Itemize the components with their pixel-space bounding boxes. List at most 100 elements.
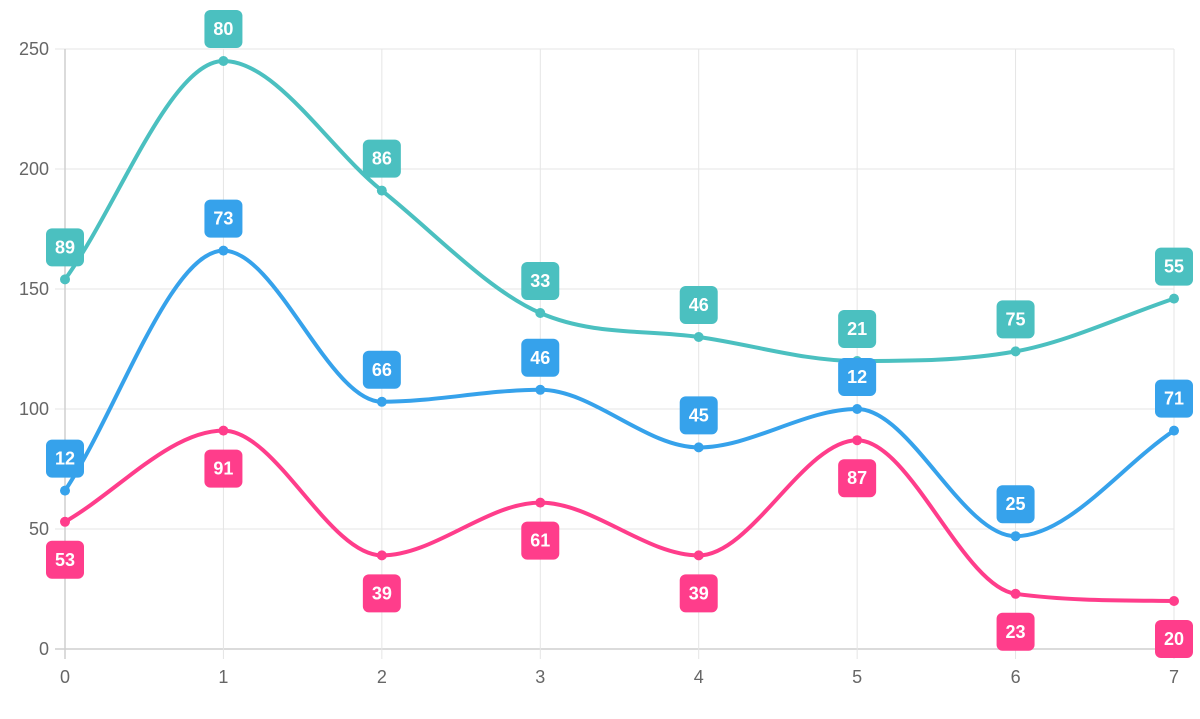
data-point-teal[interactable] [693,332,704,342]
y-tick-label: 50 [29,519,49,539]
data-label-pink: 87 [838,459,877,498]
data-label-box [362,139,401,178]
data-point-blue[interactable] [218,245,229,256]
data-label-box [362,574,401,613]
data-label-teal: 46 [679,286,718,324]
data-label-teal: 89 [46,228,84,267]
data-label-blue: 12 [46,439,84,478]
data-label-blue: 71 [1155,379,1193,418]
data-label-pink: 20 [1155,620,1193,658]
data-label-box [838,358,877,396]
data-label-blue: 46 [521,338,560,377]
data-label-box [1155,247,1193,286]
data-point-teal[interactable] [535,308,546,318]
data-label-text: 12 [55,449,75,469]
data-label-teal: 33 [521,262,560,300]
data-label-text: 86 [372,149,392,169]
data-label-text: 23 [1006,622,1026,642]
data-point-teal[interactable] [218,56,229,66]
data-point-blue[interactable] [852,404,863,414]
data-label-box [204,199,243,238]
data-label-teal: 21 [838,310,877,348]
data-label-text: 89 [55,237,75,257]
x-tick-label: 3 [535,667,545,687]
data-label-box [996,612,1035,651]
data-label-box [838,310,877,348]
data-point-pink[interactable] [852,435,863,446]
x-tick-label: 0 [60,667,70,687]
data-label-pink: 39 [362,574,401,613]
data-point-teal[interactable] [1010,346,1021,357]
x-tick-label: 6 [1011,667,1021,687]
data-label-pink: 23 [996,612,1035,651]
data-point-pink[interactable] [1169,596,1179,606]
data-label-text: 91 [213,459,233,479]
data-label-box [521,338,560,377]
data-label-box [204,449,243,488]
data-point-pink[interactable] [60,516,70,527]
data-label-text: 75 [1006,309,1026,329]
data-point-blue[interactable] [376,396,387,407]
data-label-box [362,350,401,389]
data-point-pink[interactable] [693,550,704,561]
y-tick-label: 0 [39,639,49,659]
data-label-text: 21 [847,319,867,339]
data-label-text: 61 [530,531,550,551]
data-label-text: 66 [372,360,392,380]
data-point-teal[interactable] [1169,293,1179,304]
data-label-text: 53 [55,550,75,570]
data-label-text: 71 [1164,389,1184,409]
data-label-teal: 86 [362,139,401,178]
data-point-blue[interactable] [535,384,546,395]
data-point-pink[interactable] [535,497,546,508]
data-point-teal[interactable] [376,185,387,196]
data-label-blue: 66 [362,350,401,389]
data-point-teal[interactable] [60,274,70,285]
y-tick-label: 100 [19,399,49,419]
data-label-blue: 73 [204,199,243,238]
data-label-text: 55 [1164,257,1184,277]
data-label-text: 39 [372,583,392,603]
data-label-text: 33 [530,271,550,291]
data-labels: 89 80 86 33 46 21 75 55 12 73 66 46 45 12 25 71 53 91 39 61… [46,10,1193,658]
data-label-text: 45 [689,405,709,425]
data-label-box [679,396,718,435]
data-label-text: 46 [689,295,709,315]
data-label-box [46,540,84,579]
data-label-pink: 91 [204,449,243,488]
y-tick-label: 200 [19,159,49,179]
x-tick-label: 2 [377,667,387,687]
data-point-pink[interactable] [376,550,387,561]
data-point-blue[interactable] [1169,425,1179,436]
data-label-box [204,10,243,48]
data-label-box [679,574,718,613]
data-label-text: 39 [689,583,709,603]
data-label-box [996,485,1035,524]
x-tick-label: 1 [218,667,228,687]
data-label-text: 46 [530,348,550,368]
data-label-pink: 61 [521,521,560,560]
data-label-box [679,286,718,324]
data-point-pink[interactable] [1010,588,1021,599]
data-label-box [46,228,84,267]
data-label-pink: 39 [679,574,718,613]
data-label-box [1155,379,1193,418]
data-point-blue[interactable] [60,485,70,496]
data-label-box [521,521,560,560]
y-tick-label: 250 [19,39,49,59]
x-tick-label: 4 [694,667,704,687]
data-label-text: 73 [213,209,233,229]
data-label-box [838,459,877,498]
data-point-blue[interactable] [693,442,704,453]
data-point-pink[interactable] [218,425,229,436]
data-label-text: 80 [213,19,233,39]
data-label-teal: 75 [996,300,1035,339]
data-label-box [1155,620,1193,658]
x-tick-label: 7 [1169,667,1179,687]
data-label-teal: 80 [204,10,243,48]
data-label-box [996,300,1035,339]
data-label-blue: 25 [996,485,1035,524]
data-point-blue[interactable] [1010,531,1021,542]
